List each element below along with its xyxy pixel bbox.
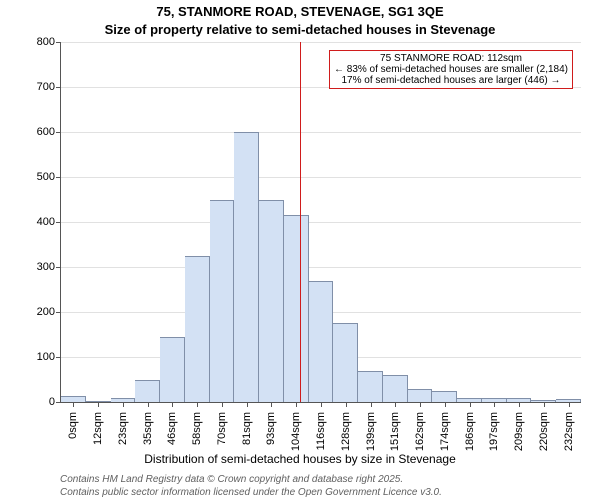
xtick-mark [172,402,173,407]
ytick-label: 400 [37,216,61,228]
xtick-mark [98,402,99,407]
ytick-label: 700 [37,81,61,93]
attribution-line1: Contains HM Land Registry data © Crown c… [60,474,403,485]
ytick-label: 100 [37,351,61,363]
histogram-bar [160,337,185,402]
ytick-label: 300 [37,261,61,273]
histogram-bar [284,215,309,402]
xtick-mark [73,402,74,407]
xtick-label: 151sqm [389,408,401,451]
xtick-label: 12sqm [92,408,104,445]
xtick-label: 0sqm [67,408,79,439]
histogram-bar [408,389,433,403]
xtick-mark [271,402,272,407]
xtick-label: 174sqm [439,408,451,451]
xtick-label: 139sqm [365,408,377,451]
histogram-bar [309,281,334,403]
histogram-bar [135,380,160,403]
xtick-mark [346,402,347,407]
xtick-label: 35sqm [142,408,154,445]
ytick-label: 200 [37,306,61,318]
chart-title-line2: Size of property relative to semi-detach… [0,22,600,37]
xtick-label: 220sqm [538,408,550,451]
xtick-mark [395,402,396,407]
gridline [61,222,581,223]
xtick-label: 232sqm [563,408,575,451]
xtick-mark [544,402,545,407]
histogram-bar [432,391,457,402]
histogram-bar [383,375,408,402]
xtick-label: 197sqm [488,408,500,451]
ytick-label: 800 [37,36,61,48]
xtick-mark [123,402,124,407]
xtick-label: 104sqm [290,408,302,451]
ytick-label: 600 [37,126,61,138]
xtick-label: 70sqm [216,408,228,445]
xtick-label: 93sqm [265,408,277,445]
xtick-mark [470,402,471,407]
x-axis-label: Distribution of semi-detached houses by … [0,452,600,466]
xtick-mark [197,402,198,407]
xtick-mark [296,402,297,407]
xtick-label: 116sqm [315,408,327,450]
xtick-label: 128sqm [340,408,352,451]
xtick-label: 58sqm [191,408,203,445]
gridline [61,177,581,178]
histogram-bar [333,323,358,402]
xtick-label: 23sqm [117,408,129,445]
attribution-line2: Contains public sector information licen… [60,487,442,498]
histogram-bar [185,256,210,402]
chart-container: 75, STANMORE ROAD, STEVENAGE, SG1 3QE Si… [0,0,600,500]
gridline [61,267,581,268]
gridline [61,42,581,43]
xtick-mark [371,402,372,407]
ytick-label: 500 [37,171,61,183]
xtick-mark [321,402,322,407]
xtick-mark [247,402,248,407]
annotation-line2: ← 83% of semi-detached houses are smalle… [334,64,568,75]
xtick-mark [569,402,570,407]
histogram-bar [234,132,259,402]
xtick-label: 162sqm [414,408,426,451]
xtick-mark [148,402,149,407]
xtick-label: 209sqm [513,408,525,451]
xtick-mark [494,402,495,407]
annotation-line3: 17% of semi-detached houses are larger (… [334,75,568,86]
annotation-box: 75 STANMORE ROAD: 112sqm← 83% of semi-de… [329,50,573,89]
xtick-mark [222,402,223,407]
xtick-mark [445,402,446,407]
xtick-mark [519,402,520,407]
plot-area: 01002003004005006007008000sqm12sqm23sqm3… [60,42,581,403]
xtick-label: 81sqm [241,408,253,445]
histogram-bar [259,200,284,403]
property-marker-line [300,42,301,402]
histogram-bar [210,200,235,403]
chart-title-line1: 75, STANMORE ROAD, STEVENAGE, SG1 3QE [0,4,600,19]
histogram-bar [358,371,383,403]
xtick-label: 46sqm [166,408,178,445]
gridline [61,132,581,133]
annotation-line1: 75 STANMORE ROAD: 112sqm [334,53,568,64]
xtick-label: 186sqm [464,408,476,451]
xtick-mark [420,402,421,407]
ytick-label: 0 [49,396,61,408]
